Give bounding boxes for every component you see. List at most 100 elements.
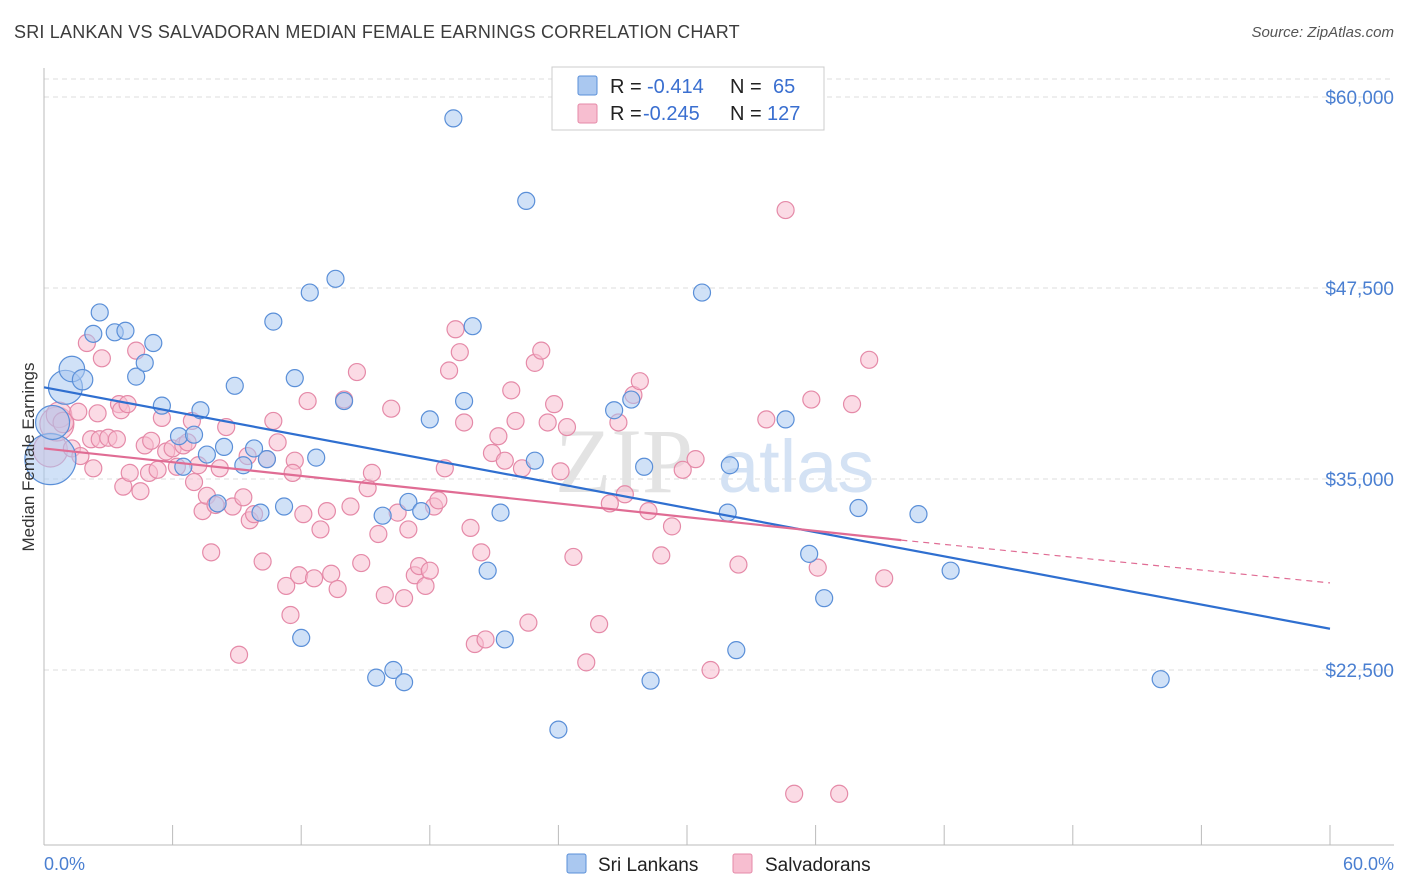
sri-lankan-point-4 [71,368,94,391]
legend-n-value-1: 65 [773,76,795,98]
salvadoran-point-118 [785,784,804,803]
salvadoran-point-58 [317,501,337,521]
series-label-sri-lankans: Sri Lankans [598,855,698,876]
salvadoran-point-97 [538,413,557,432]
salvadoran-point-25 [148,460,167,479]
salvadoran-point-101 [564,547,583,567]
y-tick-label-0: $22,500 [1325,661,1394,682]
sri-lankan-point-47 [525,451,544,470]
salvadoran-point-91 [502,381,521,400]
sri-lankan-point-18 [208,494,227,513]
salvadoran-point-50 [277,576,296,596]
sri-lankan-point-30 [307,448,326,467]
sri-lankan-point-56 [727,641,746,660]
series-legend: Sri Lankans Salvadorans [566,853,871,876]
sri-lankans-points [24,109,1170,739]
salvadoran-point-48 [264,411,283,431]
salvadoran-point-117 [776,200,795,220]
salvadoran-point-66 [362,463,382,482]
sri-lankan-point-20 [225,376,244,395]
salvadoran-point-122 [860,350,879,369]
salvadoran-point-109 [639,501,658,521]
series-swatch-sri-lankans [566,853,587,874]
y-tick-label-2: $47,500 [1325,279,1394,300]
legend-n-label-1: N = [730,76,762,98]
salvadoran-point-78 [429,491,448,510]
salvadoran-point-115 [729,555,748,574]
sri-lankan-point-59 [815,589,834,608]
salvadoran-point-55 [298,391,317,411]
sri-lankan-point-24 [257,450,277,469]
salvadoran-point-123 [875,569,894,588]
salvadoran-point-24 [142,431,161,450]
salvadoran-point-5 [69,402,88,421]
salvadoran-point-102 [577,653,596,672]
salvadoran-point-99 [551,462,570,481]
sri-lankan-point-6 [90,303,109,322]
sri-lankan-point-41 [454,391,474,411]
legend-swatch-blue [577,75,598,96]
sri-lankan-point-38 [412,501,431,521]
sri-lankan-point-60 [849,498,868,518]
salvadoran-point-62 [341,497,360,516]
sri-lankan-point-19 [214,437,234,457]
salvadoran-point-111 [662,517,682,536]
salvadoran-point-75 [416,576,435,596]
sri-lankan-point-25 [264,312,283,331]
salvadoran-point-68 [375,586,394,605]
salvadoran-point-46 [253,552,272,571]
sri-lankan-point-50 [622,390,641,409]
sri-lankan-point-28 [292,628,311,648]
watermark-atlas: atlas [718,425,874,508]
legend-r-label-1: R = [610,76,642,98]
sri-lankan-point-14 [174,457,193,476]
salvadoran-point-112 [673,460,692,479]
salvadoran-point-56 [304,569,324,588]
salvadoran-point-59 [322,564,341,583]
trend-line-salvadorans [43,447,902,542]
sri-lankan-point-42 [463,317,482,336]
salvadoran-point-90 [495,451,514,470]
x-tick-label-min: 0.0% [44,854,85,874]
salvadoran-point-49 [268,433,287,452]
salvadoran-point-72 [399,520,418,539]
sri-lankan-point-45 [495,630,514,649]
trend-line-salvadorans-extension [901,539,1331,584]
legend-n-value-2: 127 [767,103,800,125]
salvadoran-point-120 [830,784,849,803]
sri-lankan-point-58 [800,544,819,563]
sri-lankan-point-62 [941,561,960,580]
salvadoran-point-110 [652,546,671,565]
salvadoran-point-119 [808,558,827,577]
sri-lankan-point-22 [244,439,264,458]
salvadoran-point-125 [283,463,302,482]
salvadoran-point-42 [234,488,253,507]
legend-swatch-pink [577,103,598,124]
sri-lankan-point-55 [720,456,739,475]
salvadoran-point-81 [446,320,465,339]
sri-lankan-point-57 [776,410,795,429]
salvadoran-point-82 [450,343,469,362]
sri-lankan-point-33 [367,668,386,687]
salvadoran-point-71 [394,589,414,608]
sri-lankan-point-16 [191,401,210,420]
sri-lankan-point-61 [909,505,928,524]
salvadoran-point-54 [294,505,313,524]
sri-lankan-point-5 [84,324,103,343]
y-tick-labels: $22,500 $35,000 $47,500 $60,000 [1325,88,1394,682]
sri-lankan-point-51 [635,457,654,476]
legend-r-value-2: -0.245 [643,103,700,125]
salvadoran-point-83 [454,413,474,432]
sri-lankan-point-49 [605,401,624,420]
sri-lankan-point-34 [373,506,392,525]
sri-lankan-point-8 [116,321,135,340]
sri-lankan-point-11 [144,333,163,353]
sri-lankan-point-35 [384,660,403,680]
salvadoran-point-19 [120,463,139,482]
trend-lines [43,386,1331,630]
salvadoran-point-89 [489,427,508,446]
salvadoran-point-96 [532,341,551,360]
salvadoran-point-69 [382,399,401,418]
chart-title: SRI LANKAN VS SALVADORAN MEDIAN FEMALE E… [14,22,740,42]
